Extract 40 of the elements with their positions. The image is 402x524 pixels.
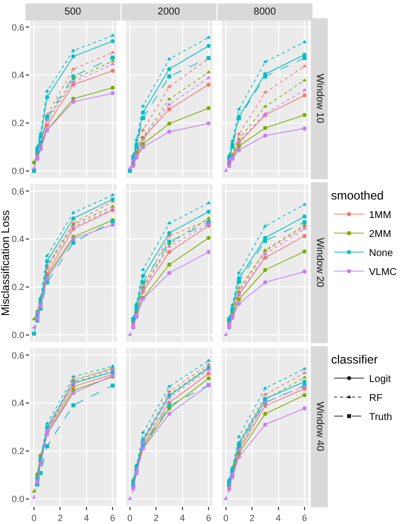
y-tick-label: 0.6 [12,350,24,360]
x-tick-label: 4 [84,512,89,523]
legend-title: smoothed [331,188,384,203]
x-tick-label: 2 [154,512,159,523]
text: Window 40 [314,402,325,452]
x-tick-label: 2 [250,512,255,523]
text: Window 10 [314,74,325,124]
x-tick-label: 4 [180,512,185,523]
y-tick-label: 0.2 [12,282,24,292]
y-tick-label: 0.6 [12,186,24,196]
x-tick-label: 0 [32,512,37,523]
x-tick-label: 0 [127,512,132,523]
legend-label: RF [369,393,382,404]
legend-label: Logit [369,374,392,385]
legend-title: classifier [331,352,378,367]
y-tick-label: 0.0 [12,330,24,340]
legend-label: VLMC [369,267,397,278]
y-tick-label: 0.6 [12,22,24,32]
y-tick-label: 0.2 [12,118,24,128]
y-tick-label: 0.4 [12,234,24,244]
legend-label: Truth [369,412,392,423]
legend-label: 2MM [369,229,392,240]
x-tick-label: 6 [302,512,307,523]
x-tick-label: 6 [206,512,212,523]
chart-title: 500 [64,6,82,18]
y-tick-label: 0.4 [12,70,24,80]
x-tick-label: 4 [276,512,281,523]
chart-title: 2000 [158,6,180,18]
x-tick-label: 2 [58,512,63,523]
y-tick-label: 0.2 [12,446,24,456]
text: Window 20 [314,238,325,288]
legend-label: 1MM [369,210,392,221]
x-tick-label: 0 [223,512,228,523]
legend-label: None [369,248,394,259]
y-tick-label: 0.0 [12,494,24,504]
x-tick-label: 6 [110,512,116,523]
y-axis-title: Misclassification Loss [0,210,12,316]
y-tick-label: 0.4 [12,398,24,408]
chart-title: 8000 [254,6,276,18]
y-tick-label: 0.0 [12,166,24,176]
